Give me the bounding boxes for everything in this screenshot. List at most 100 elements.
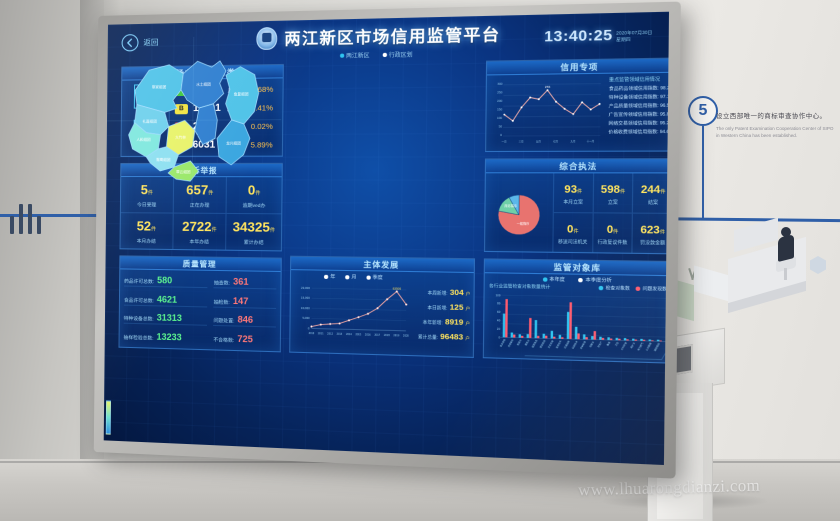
quality-row[interactable]: 特种设备总数: 31313 (123, 311, 208, 327)
back-button[interactable]: 返回 (121, 34, 159, 52)
quality-row[interactable]: 问题处置: 846 (213, 313, 276, 328)
quality-row[interactable]: 药品许可总数: 580 (124, 274, 208, 289)
page-title: 两江新区市场信用监管平台 (284, 26, 501, 49)
quality-value-r2: 846 (237, 314, 254, 326)
map-label-5: 人和组团 (136, 137, 151, 142)
wall-caption: 设立西部唯一的商标审查协作中心。 The only Patent Examina… (716, 112, 836, 139)
dev-stat-row[interactable]: 本周新增: 304 户 (417, 287, 471, 298)
clock-date-line2: 星期四 (616, 36, 631, 43)
panel-supervision-objects: 监管对象库 本年度 本季度分析 各行业监管检查对象数量统计 检查对象数 问题发现… (482, 258, 670, 364)
bar-tab-1[interactable]: 本季度分析 (578, 277, 612, 284)
svg-text:住宿餐饮: 住宿餐饮 (506, 338, 514, 348)
dev-line-chart[interactable]: 年 月 季度 0 5,000 10,000 15,000 20, (290, 270, 417, 355)
trend-list-item[interactable]: 食品药品领域信用指数: 98.2分 (608, 84, 670, 92)
law-cell[interactable]: 244件 结案 (632, 173, 670, 214)
map-label-3: 礼嘉组团 (142, 118, 157, 123)
quality-row[interactable]: 抽检数: 147 (213, 295, 277, 309)
dev-stat-row[interactable]: 本日新增: 125 户 (416, 302, 470, 313)
law-unit-0: 件 (576, 188, 583, 195)
dev-stat-label-1: 本日新增: (427, 304, 448, 311)
trend-list-item[interactable]: 特种设备领域信用指数: 97.1分 (608, 93, 670, 100)
svg-text:2016: 2016 (365, 334, 371, 336)
quality-row[interactable]: 食品许可总数: 4621 (123, 293, 208, 308)
svg-text:公共管理: 公共管理 (644, 342, 653, 352)
bar-tab-label-0: 本年度 (549, 276, 565, 283)
map-region-yufu (225, 66, 259, 124)
complaint-unit-3: 件 (151, 226, 157, 233)
dev-tab-1[interactable]: 月 (344, 273, 357, 281)
quality-row[interactable]: 抽查数: 361 (213, 276, 277, 290)
law-label-0: 本月立案 (563, 199, 583, 205)
complaint-cell[interactable]: 34325件 累计办结 (226, 213, 281, 250)
svg-text:200: 200 (497, 100, 503, 103)
trend-list-item[interactable]: 网络交易领域信用指数: 95.2分 (608, 119, 670, 126)
bar-legend-label-1: 问题发现数 (642, 285, 668, 292)
quality-label-r0: 抽查数: (213, 281, 230, 287)
complaint-label-5: 累计办结 (243, 240, 264, 246)
map-region-longxing (217, 120, 250, 165)
legend-item-0[interactable]: 两江新区 (339, 51, 370, 60)
dev-stat-unit-3: 户 (465, 335, 470, 341)
bar-chart[interactable]: 100 80 60 40 20 0 批发零售 住宿餐饮 制造业 建筑业 租赁商务 居民服务 文化体育信… (487, 290, 668, 361)
quality-row[interactable]: 抽样检验总数: 13233 (123, 330, 207, 343)
bar-tab-0[interactable]: 本年度 (542, 276, 565, 283)
quality-value-l2: 31313 (156, 312, 182, 324)
law-cell[interactable]: 0件 移送司法机关 (552, 212, 593, 253)
svg-text:80: 80 (497, 302, 501, 305)
trend-list-item[interactable]: 广告宣传领域信用指数: 95.8分 (608, 111, 670, 118)
svg-text:40: 40 (497, 319, 501, 322)
dev-tab-2[interactable]: 季度 (366, 273, 383, 281)
wall-step-stem (702, 126, 704, 218)
map-region-center (195, 104, 218, 145)
bar-chart-svg: 100 80 60 40 20 0 批发零售 住宿餐饮 制造业 建筑业 租赁商务 居民服务 文化体育信… (496, 294, 668, 352)
svg-text:0: 0 (308, 327, 310, 330)
bar-legend-label-0: 检查对象数 (605, 284, 630, 291)
svg-text:2019: 2019 (393, 335, 400, 337)
law-cell[interactable]: 623件 罚没款金额 (631, 213, 670, 254)
svg-text:50: 50 (499, 125, 503, 128)
svg-text:国际组织: 国际组织 (652, 342, 661, 352)
map-region-dazhulin (166, 120, 195, 155)
dev-stat-row[interactable]: 本年新增: 8919 户 (416, 316, 470, 327)
dev-tab-label-0: 年 (330, 274, 336, 281)
legend-item-1[interactable]: 行政区划 (382, 50, 413, 60)
district-map[interactable]: 蔡家组团 水土组团 鱼复组团 礼嘉组团 大竹林 人和组团 鸳鸯组团 翠云组团 龙… (106, 35, 282, 204)
clock: 13:40:25 2020年07月30日 星期四 (544, 25, 652, 45)
svg-text:2018: 2018 (384, 335, 391, 337)
wall-isometric-illustration (650, 210, 840, 330)
law-pie-chart[interactable]: 简易程序 一般程序 (485, 173, 553, 251)
pie-label-1: 简易程序 (504, 203, 517, 207)
complaint-cell[interactable]: 52件 本月办结 (120, 212, 174, 249)
wall-left-panel (0, 0, 104, 521)
law-cell[interactable]: 93件 本月立案 (552, 173, 593, 213)
trend-list-item[interactable]: 价格收费领域信用指数: 94.6分 (608, 128, 670, 135)
quality-value-l3: 13233 (156, 331, 182, 343)
trend-list-item[interactable]: 产品质量领域信用指数: 96.5分 (608, 102, 670, 109)
quality-label-r1: 抽检数: (213, 300, 230, 306)
dashboard-screen: 返回 两江新区市场信用监管平台 两江新区 行政区划 13:40:25 2020年… (103, 11, 670, 466)
quality-row[interactable]: 不合格数: 725 (213, 333, 276, 346)
svg-text:农林牧渔: 农林牧渔 (578, 340, 587, 350)
dev-stat-row[interactable]: 累计总量: 96483 户 (416, 331, 470, 342)
clock-date: 2020年07月30日 星期四 (616, 30, 652, 43)
dev-tab-0[interactable]: 年 (323, 273, 336, 281)
trend-list-head: 重点监管领域信用情况 (608, 76, 661, 83)
law-cell[interactable]: 598件 立案 (592, 173, 633, 214)
quality-value-r0: 361 (232, 276, 249, 288)
law-value-2: 244 (640, 184, 661, 197)
map-legend: 两江新区 行政区划 (339, 50, 413, 60)
dev-stat-label-0: 本周新增: (427, 290, 448, 296)
panel-quality-management: 质量管理 药品许可总数: 580 食品许可总数: 4621 特种设备总数: 31… (118, 255, 282, 353)
svg-text:20,000: 20,000 (301, 287, 311, 290)
complaint-cell[interactable]: 2722件 本年办结 (173, 213, 227, 250)
quality-value-r3: 725 (237, 333, 253, 345)
panel-credit-trend: 信用专项 300 250 200 150 100 50 0 (485, 57, 670, 153)
legend-label-1: 行政区划 (388, 52, 413, 60)
trend-line-chart[interactable]: 300 250 200 150 100 50 0 一月 三月 五月 七月 九月 十一月 255 (486, 74, 607, 151)
svg-text:2014: 2014 (346, 334, 352, 336)
law-value-5: 623 (640, 224, 660, 238)
law-cell[interactable]: 0件 行政复议件数 (591, 212, 633, 253)
dev-stat-value-3: 96483 (440, 331, 464, 342)
wall-display-tv: 返回 两江新区市场信用监管平台 两江新区 行政区划 13:40:25 2020年… (93, 1, 681, 479)
dev-stats: 本周新增: 304 户 本日新增: 125 户 本年新增: 8919 户 (416, 272, 474, 357)
